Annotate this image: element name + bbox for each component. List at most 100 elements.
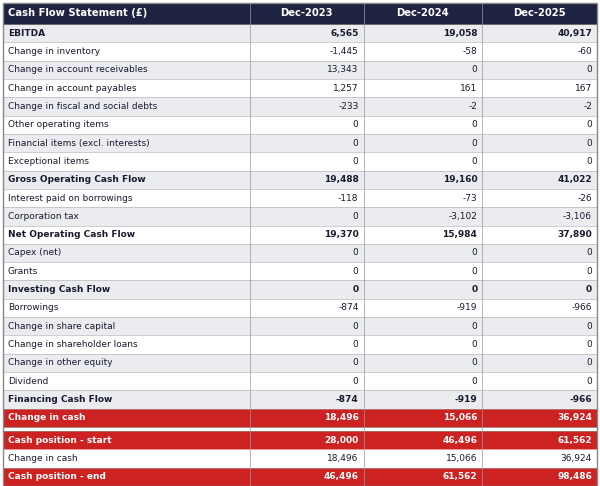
Text: Other operating items: Other operating items: [8, 120, 109, 129]
Bar: [3, 335, 597, 354]
Text: 0: 0: [472, 248, 478, 258]
Text: 61,562: 61,562: [557, 436, 592, 445]
Text: -919: -919: [457, 303, 478, 312]
Text: 0: 0: [353, 139, 359, 148]
Text: Dividend: Dividend: [8, 377, 49, 386]
Bar: [3, 226, 597, 244]
Text: 28,000: 28,000: [325, 436, 359, 445]
Text: Change in cash: Change in cash: [8, 454, 77, 463]
Bar: [3, 299, 597, 317]
Text: -874: -874: [338, 303, 359, 312]
Text: Change in shareholder loans: Change in shareholder loans: [8, 340, 137, 349]
Text: 46,496: 46,496: [323, 472, 359, 481]
Text: 0: 0: [472, 139, 478, 148]
Text: 0: 0: [472, 322, 478, 331]
Text: Dec-2025: Dec-2025: [514, 8, 566, 18]
Text: -874: -874: [336, 395, 359, 404]
Text: 0: 0: [353, 120, 359, 129]
Text: Change in share capital: Change in share capital: [8, 322, 115, 331]
Text: -118: -118: [338, 193, 359, 203]
Text: 18,496: 18,496: [323, 414, 359, 422]
Text: -2: -2: [583, 102, 592, 111]
Bar: [3, 431, 597, 450]
Bar: [3, 42, 597, 61]
Text: 6,565: 6,565: [330, 29, 359, 37]
Text: Dec-2024: Dec-2024: [397, 8, 449, 18]
Text: 15,066: 15,066: [443, 414, 478, 422]
Text: -26: -26: [577, 193, 592, 203]
Text: 19,488: 19,488: [323, 175, 359, 184]
Text: 0: 0: [586, 322, 592, 331]
Text: 0: 0: [472, 340, 478, 349]
Text: -58: -58: [463, 47, 478, 56]
Text: 0: 0: [353, 157, 359, 166]
Text: 0: 0: [352, 285, 359, 294]
Text: 19,058: 19,058: [443, 29, 478, 37]
Bar: [3, 450, 597, 468]
Text: 0: 0: [472, 267, 478, 276]
Bar: [3, 244, 597, 262]
Text: Corporation tax: Corporation tax: [8, 212, 79, 221]
Text: 167: 167: [575, 84, 592, 93]
Text: -966: -966: [571, 303, 592, 312]
Text: 0: 0: [353, 358, 359, 367]
Bar: [3, 409, 597, 427]
Text: Change in other equity: Change in other equity: [8, 358, 113, 367]
Text: 1,257: 1,257: [333, 84, 359, 93]
Text: -919: -919: [455, 395, 478, 404]
Bar: [3, 152, 597, 171]
Text: -966: -966: [569, 395, 592, 404]
Text: -73: -73: [463, 193, 478, 203]
Text: 61,562: 61,562: [443, 472, 478, 481]
Bar: [3, 171, 597, 189]
Text: -233: -233: [338, 102, 359, 111]
Text: 36,924: 36,924: [557, 414, 592, 422]
Bar: [3, 262, 597, 280]
Text: 0: 0: [586, 65, 592, 74]
Bar: [3, 354, 597, 372]
Text: 0: 0: [472, 65, 478, 74]
Bar: [3, 134, 597, 152]
Bar: [3, 372, 597, 390]
Text: 37,890: 37,890: [557, 230, 592, 239]
Text: Change in account payables: Change in account payables: [8, 84, 137, 93]
Text: 0: 0: [472, 377, 478, 386]
Text: Gross Operating Cash Flow: Gross Operating Cash Flow: [8, 175, 146, 184]
Text: 0: 0: [586, 120, 592, 129]
Text: 0: 0: [353, 322, 359, 331]
Text: -3,106: -3,106: [563, 212, 592, 221]
Text: 13,343: 13,343: [327, 65, 359, 74]
Text: 15,984: 15,984: [442, 230, 478, 239]
Text: -2: -2: [469, 102, 478, 111]
Text: 0: 0: [472, 358, 478, 367]
Text: 0: 0: [586, 358, 592, 367]
Bar: [3, 427, 597, 431]
Text: 41,022: 41,022: [557, 175, 592, 184]
Text: 19,160: 19,160: [443, 175, 478, 184]
Text: Change in account receivables: Change in account receivables: [8, 65, 148, 74]
Text: EBITDA: EBITDA: [8, 29, 45, 37]
Bar: [3, 3, 597, 24]
Text: 18,496: 18,496: [327, 454, 359, 463]
Text: 36,924: 36,924: [561, 454, 592, 463]
Text: Exceptional items: Exceptional items: [8, 157, 89, 166]
Text: 0: 0: [472, 157, 478, 166]
Text: 0: 0: [353, 267, 359, 276]
Text: 40,917: 40,917: [557, 29, 592, 37]
Bar: [3, 280, 597, 299]
Text: Investing Cash Flow: Investing Cash Flow: [8, 285, 110, 294]
Text: Change in inventory: Change in inventory: [8, 47, 100, 56]
Text: Financing Cash Flow: Financing Cash Flow: [8, 395, 112, 404]
Text: Financial items (excl. interests): Financial items (excl. interests): [8, 139, 149, 148]
Bar: [3, 61, 597, 79]
Text: Cash Flow Statement (£): Cash Flow Statement (£): [8, 8, 147, 18]
Text: 15,066: 15,066: [446, 454, 478, 463]
Text: 98,486: 98,486: [557, 472, 592, 481]
Text: Change in fiscal and social debts: Change in fiscal and social debts: [8, 102, 157, 111]
Text: Borrowings: Borrowings: [8, 303, 58, 312]
Bar: [3, 97, 597, 116]
Text: -60: -60: [577, 47, 592, 56]
Text: -1,445: -1,445: [330, 47, 359, 56]
Bar: [3, 79, 597, 97]
Text: Dec-2023: Dec-2023: [280, 8, 333, 18]
